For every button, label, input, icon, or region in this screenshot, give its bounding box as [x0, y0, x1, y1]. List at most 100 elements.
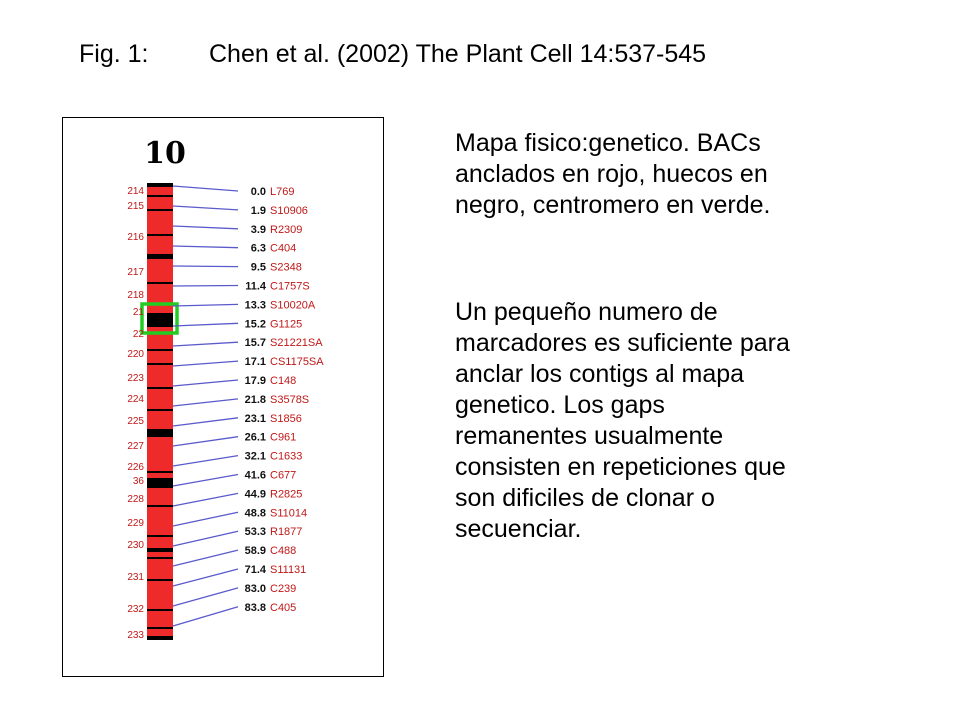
bin-label: 36 — [133, 476, 145, 487]
contig-boundary — [147, 234, 173, 236]
bin-label: 225 — [127, 416, 144, 427]
bin-label: 227 — [127, 441, 144, 452]
marker-name: C677 — [270, 470, 296, 482]
marker-name: S21221SA — [270, 337, 323, 349]
marker-name: L769 — [270, 186, 294, 198]
bin-label: 223 — [127, 373, 144, 384]
bin-label: 226 — [127, 462, 144, 473]
marker-name: C404 — [270, 243, 296, 255]
contig-boundary — [147, 557, 173, 559]
marker-position: 58.9 — [245, 545, 266, 557]
bin-label: 216 — [127, 232, 144, 243]
paragraph-line: anclados en rojo, huecos en — [455, 160, 768, 188]
description-paragraph-2: Un pequeño numero de marcadores es sufic… — [455, 297, 895, 545]
centromere-box — [140, 302, 179, 335]
marker-name: R2309 — [270, 224, 302, 236]
paragraph-line: secuenciar. — [455, 515, 582, 543]
marker-name: S2348 — [270, 262, 302, 274]
marker-connector — [172, 511, 239, 527]
marker-name: S10906 — [270, 205, 308, 217]
gap-block — [147, 254, 173, 259]
figure-label: Fig. 1: — [79, 40, 149, 68]
marker-name: R1877 — [270, 526, 302, 538]
marker-connector — [172, 265, 239, 268]
marker-position: 13.3 — [245, 299, 266, 311]
marker-name: S10020A — [270, 299, 316, 311]
marker-connector — [172, 398, 239, 407]
marker-position: 83.8 — [245, 602, 266, 614]
contig-boundary — [147, 195, 173, 197]
marker-connector — [172, 379, 239, 387]
marker-name: G1125 — [270, 318, 302, 330]
marker-name: S1856 — [270, 413, 302, 425]
marker-name: C405 — [270, 602, 296, 614]
paragraph-line: marcadores es suficiente para — [455, 329, 790, 357]
paragraph-line: Mapa fisico:genetico. BACs — [455, 129, 761, 157]
marker-position: 0.0 — [251, 186, 266, 198]
marker-name: C148 — [270, 375, 296, 387]
marker-connector — [172, 245, 239, 249]
marker-connector — [172, 492, 239, 507]
marker-connector — [172, 606, 239, 627]
bin-label: 229 — [127, 518, 144, 529]
contig-boundary — [147, 609, 173, 611]
bin-label: 233 — [127, 630, 144, 641]
bin-label: 220 — [127, 349, 144, 360]
gap-block — [147, 478, 173, 488]
bin-label: 214 — [127, 186, 144, 197]
marker-name: C488 — [270, 545, 296, 557]
contig-boundary — [147, 429, 173, 431]
marker-name: R2825 — [270, 488, 302, 500]
marker-position: 53.3 — [245, 526, 266, 538]
marker-position: 15.7 — [245, 337, 266, 349]
contig-boundary — [147, 471, 173, 473]
marker-position: 21.8 — [245, 394, 266, 406]
marker-connector — [172, 205, 239, 211]
marker-connector — [172, 568, 239, 587]
marker-connector — [172, 185, 239, 192]
contig-boundary — [147, 409, 173, 411]
marker-connector — [172, 417, 239, 427]
marker-position: 83.0 — [245, 583, 266, 595]
marker-connector — [172, 284, 239, 287]
marker-position: 9.5 — [251, 262, 266, 274]
contig-boundary — [147, 535, 173, 537]
paragraph-line: anclar los contigs al mapa — [455, 360, 745, 388]
marker-connector — [172, 303, 239, 307]
marker-position: 44.9 — [245, 488, 266, 500]
paragraph-line: genetico. Los gaps — [455, 391, 665, 419]
paragraph-line: Un pequeño numero de — [455, 298, 718, 326]
marker-connector — [172, 473, 239, 487]
bin-label: 215 — [127, 201, 144, 212]
contig-boundary — [147, 282, 173, 284]
marker-position: 15.2 — [245, 318, 266, 330]
contig-boundary — [147, 627, 173, 629]
marker-name: C239 — [270, 583, 296, 595]
marker-name: C961 — [270, 432, 296, 444]
physical-genetic-map: 10 214 215 216 217 218 21 22 220 223 224 225 227 226… — [62, 117, 384, 677]
marker-connector — [172, 549, 239, 567]
marker-position: 32.1 — [245, 451, 266, 463]
marker-position: 26.1 — [245, 432, 266, 444]
marker-position: 11.4 — [245, 281, 267, 293]
gap-block — [147, 431, 173, 437]
contig-boundary — [147, 579, 173, 581]
marker-position: 1.9 — [251, 205, 266, 217]
gap-block — [147, 548, 173, 552]
gap-block — [147, 636, 173, 640]
description-paragraph-1: Mapa fisico:genetico. BACs anclados en r… — [455, 128, 895, 221]
marker-position: 23.1 — [245, 413, 266, 425]
paragraph-line: consisten en repeticiones que — [455, 453, 786, 481]
paragraph-line: son dificiles de clonar o — [455, 484, 715, 512]
marker-name: C1633 — [270, 451, 302, 463]
bin-label: 231 — [127, 572, 144, 583]
marker-connector — [172, 225, 239, 230]
marker-position: 6.3 — [251, 243, 266, 255]
chromosome-number: 10 — [144, 136, 186, 171]
bin-label: 217 — [127, 267, 144, 278]
gap-block — [147, 313, 173, 327]
bin-label: 218 — [127, 290, 144, 301]
marker-name: S11014 — [270, 507, 307, 519]
gap-block — [147, 183, 173, 187]
marker-name: C1757S — [270, 281, 310, 293]
